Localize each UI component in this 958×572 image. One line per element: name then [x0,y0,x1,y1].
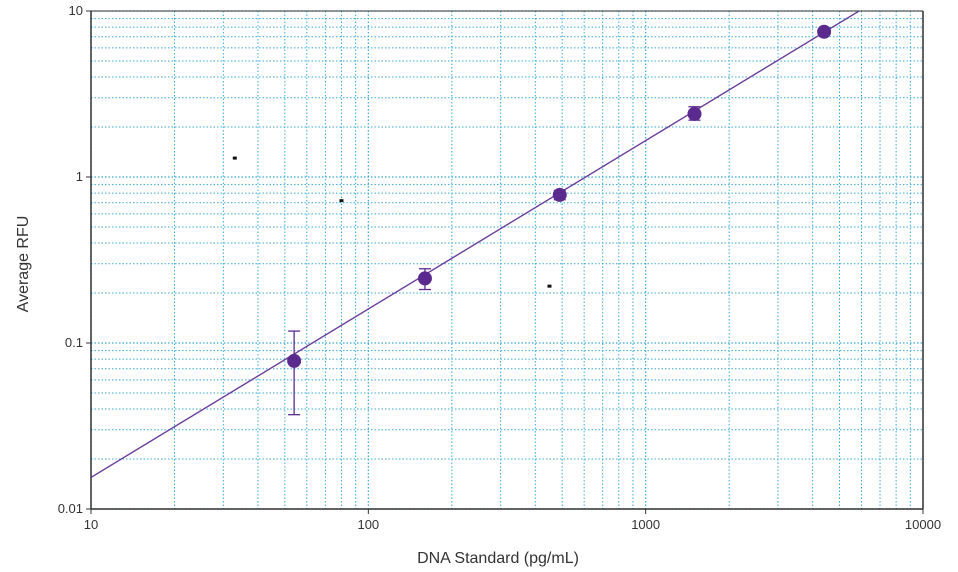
x-tick-label: 10000 [905,517,941,532]
gridlines [90,10,924,510]
y-axis-title: Average RFU [15,216,32,313]
y-tick-label: 1 [76,169,83,184]
tick-labels: 10 100 1000 10000 0.01 0.1 1 10 [58,3,941,532]
x-tick-label: 1000 [631,517,660,532]
fit-line [91,11,861,479]
x-tick-label: 100 [357,517,379,532]
y-tick-label: 10 [69,3,83,18]
x-axis-title: DNA Standard (pg/mL) [417,550,579,567]
y-tick-label: 0.01 [58,501,83,516]
data-marks [232,24,832,416]
fit-line-group [91,11,861,479]
stray-mark [232,156,237,160]
data-point [687,106,702,121]
stray-mark [339,199,344,203]
data-point [817,24,832,39]
x-tick-label: 10 [84,517,98,532]
y-tick-label: 0.1 [65,335,83,350]
data-point [552,187,567,202]
data-point [417,271,432,286]
stray-mark [547,284,552,288]
data-point [287,353,302,368]
axes [86,10,924,514]
